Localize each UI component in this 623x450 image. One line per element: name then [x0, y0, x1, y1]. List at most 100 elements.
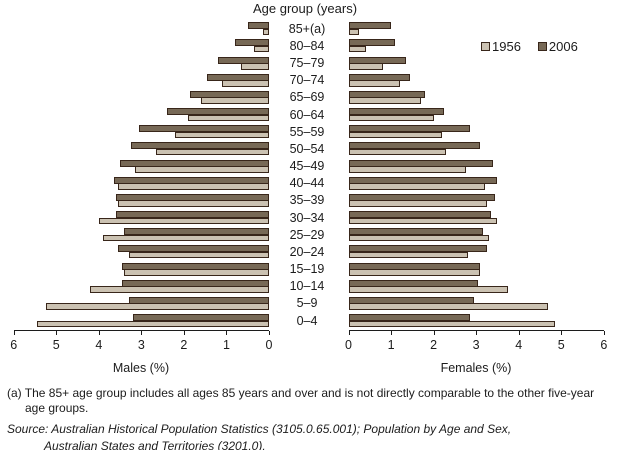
bar-males-1956-row10	[117, 200, 269, 207]
bar-males-1956-row9	[117, 183, 269, 190]
bar-females-1956-row1	[348, 45, 366, 53]
age-group-label: 10–14	[289, 279, 325, 294]
source-label: Source:	[7, 422, 49, 436]
age-group-label: 65–69	[289, 90, 325, 105]
bar-females-1956-row16	[348, 303, 549, 310]
bar-males-1956-row6	[175, 131, 269, 139]
males-axis-tick	[226, 331, 228, 335]
age-group-label: 35–39	[289, 193, 325, 208]
age-group-label: 45–49	[289, 159, 325, 174]
bar-males-1956-row1	[254, 45, 269, 53]
females-tick-label: 5	[557, 338, 565, 352]
males-tick-label: 3	[137, 338, 145, 352]
age-group-label: 0–4	[296, 313, 318, 328]
age-group-label: 20–24	[289, 244, 325, 259]
bar-males-1956-row0	[262, 28, 269, 36]
age-group-label: 60–64	[289, 107, 325, 122]
age-group-label: 25–29	[289, 227, 325, 242]
males-axis-tick	[98, 331, 100, 335]
bar-females-2006-row0	[348, 22, 392, 30]
chart-title: Age group (years)	[252, 1, 358, 16]
age-group-label: 50–54	[289, 141, 325, 156]
bar-females-1956-row8	[348, 166, 466, 173]
bar-females-1956-row3	[348, 80, 400, 87]
males-tick-label: 0	[265, 338, 273, 352]
bar-males-1956-row12	[103, 234, 269, 242]
legend-swatch-2006	[537, 42, 547, 51]
age-group-label: 30–34	[289, 210, 325, 225]
males-tick-label: 5	[52, 338, 60, 352]
bar-females-1956-row6	[348, 131, 443, 139]
bar-females-1956-row5	[348, 114, 434, 122]
source-line-1: Source: Australian Historical Population…	[7, 422, 511, 437]
females-axis-tick	[603, 331, 605, 335]
bar-males-1956-row11	[98, 217, 269, 225]
legend-label-1956: 1956	[492, 39, 521, 54]
females-axis-tick	[433, 331, 435, 335]
males-axis-tick	[56, 331, 58, 335]
bar-males-1956-row16	[45, 303, 269, 310]
bar-males-2006-row1	[234, 39, 269, 47]
bar-females-1956-row13	[348, 251, 468, 259]
bar-males-1956-row4	[200, 97, 269, 104]
bar-females-1956-row9	[348, 183, 485, 190]
males-tick-label: 1	[222, 338, 230, 352]
bar-males-1956-row3	[222, 80, 269, 87]
females-axis-tick	[476, 331, 478, 335]
females-axis-title: Females (%)	[440, 361, 512, 375]
bar-females-1956-row4	[348, 97, 421, 104]
bar-females-1956-row17	[348, 320, 555, 328]
age-group-label: 75–79	[289, 56, 325, 71]
legend-swatch-1956	[481, 42, 490, 51]
females-axis-tick	[518, 331, 520, 335]
males-axis-title: Males (%)	[112, 361, 170, 375]
footnote-line-2: age groups.	[25, 401, 89, 415]
bar-males-1956-row7	[156, 148, 269, 156]
age-group-label: 55–59	[289, 124, 325, 139]
males-axis-tick	[141, 331, 143, 335]
legend-item-2006: 2006	[537, 39, 578, 54]
females-tick-label: 6	[600, 338, 608, 352]
legend: 1956 2006	[481, 39, 578, 54]
legend-item-1956: 1956	[481, 39, 521, 54]
bar-males-1956-row14	[124, 269, 269, 276]
females-tick-label: 1	[387, 338, 395, 352]
footnote-line-1: (a) The 85+ age group includes all ages …	[7, 386, 594, 401]
bar-males-2006-row0	[247, 22, 269, 30]
bar-males-1956-row15	[90, 286, 269, 293]
bar-females-1956-row14	[348, 269, 481, 276]
females-x-axis	[348, 330, 604, 331]
source-line-2: Australian States and Territories (3201.…	[44, 439, 266, 450]
bar-females-1956-row15	[348, 286, 509, 293]
age-group-label: 40–44	[289, 176, 325, 191]
males-axis-tick	[269, 331, 270, 335]
footnote-text: The 85+ age group includes all ages 85 y…	[24, 386, 595, 400]
males-tick-label: 6	[10, 338, 18, 352]
females-tick-label: 0	[345, 338, 352, 352]
bar-females-2006-row1	[348, 39, 396, 47]
bar-females-1956-row11	[348, 217, 498, 225]
males-axis-tick	[13, 331, 15, 335]
males-tick-label: 2	[180, 338, 188, 352]
source-text: Australian Historical Population Statist…	[51, 422, 512, 436]
age-group-label: 80–84	[289, 38, 325, 53]
females-tick-label: 4	[515, 338, 523, 352]
bar-females-1956-row0	[348, 28, 360, 36]
females-axis-tick	[391, 331, 393, 335]
bar-males-1956-row2	[241, 63, 269, 70]
bar-males-1956-row8	[134, 166, 269, 173]
bar-males-1956-row17	[37, 320, 269, 328]
males-tick-label: 4	[95, 338, 103, 352]
bar-females-1956-row7	[348, 148, 447, 156]
age-group-label: 85+(a)	[288, 21, 326, 36]
legend-label-2006: 2006	[548, 39, 578, 54]
bar-males-1956-row5	[188, 114, 269, 122]
bar-males-1956-row13	[128, 251, 269, 259]
bar-females-1956-row12	[348, 234, 489, 242]
age-group-label: 70–74	[289, 73, 325, 88]
females-tick-label: 3	[472, 338, 480, 352]
bar-females-1956-row10	[348, 200, 487, 207]
females-axis-tick	[561, 331, 563, 335]
